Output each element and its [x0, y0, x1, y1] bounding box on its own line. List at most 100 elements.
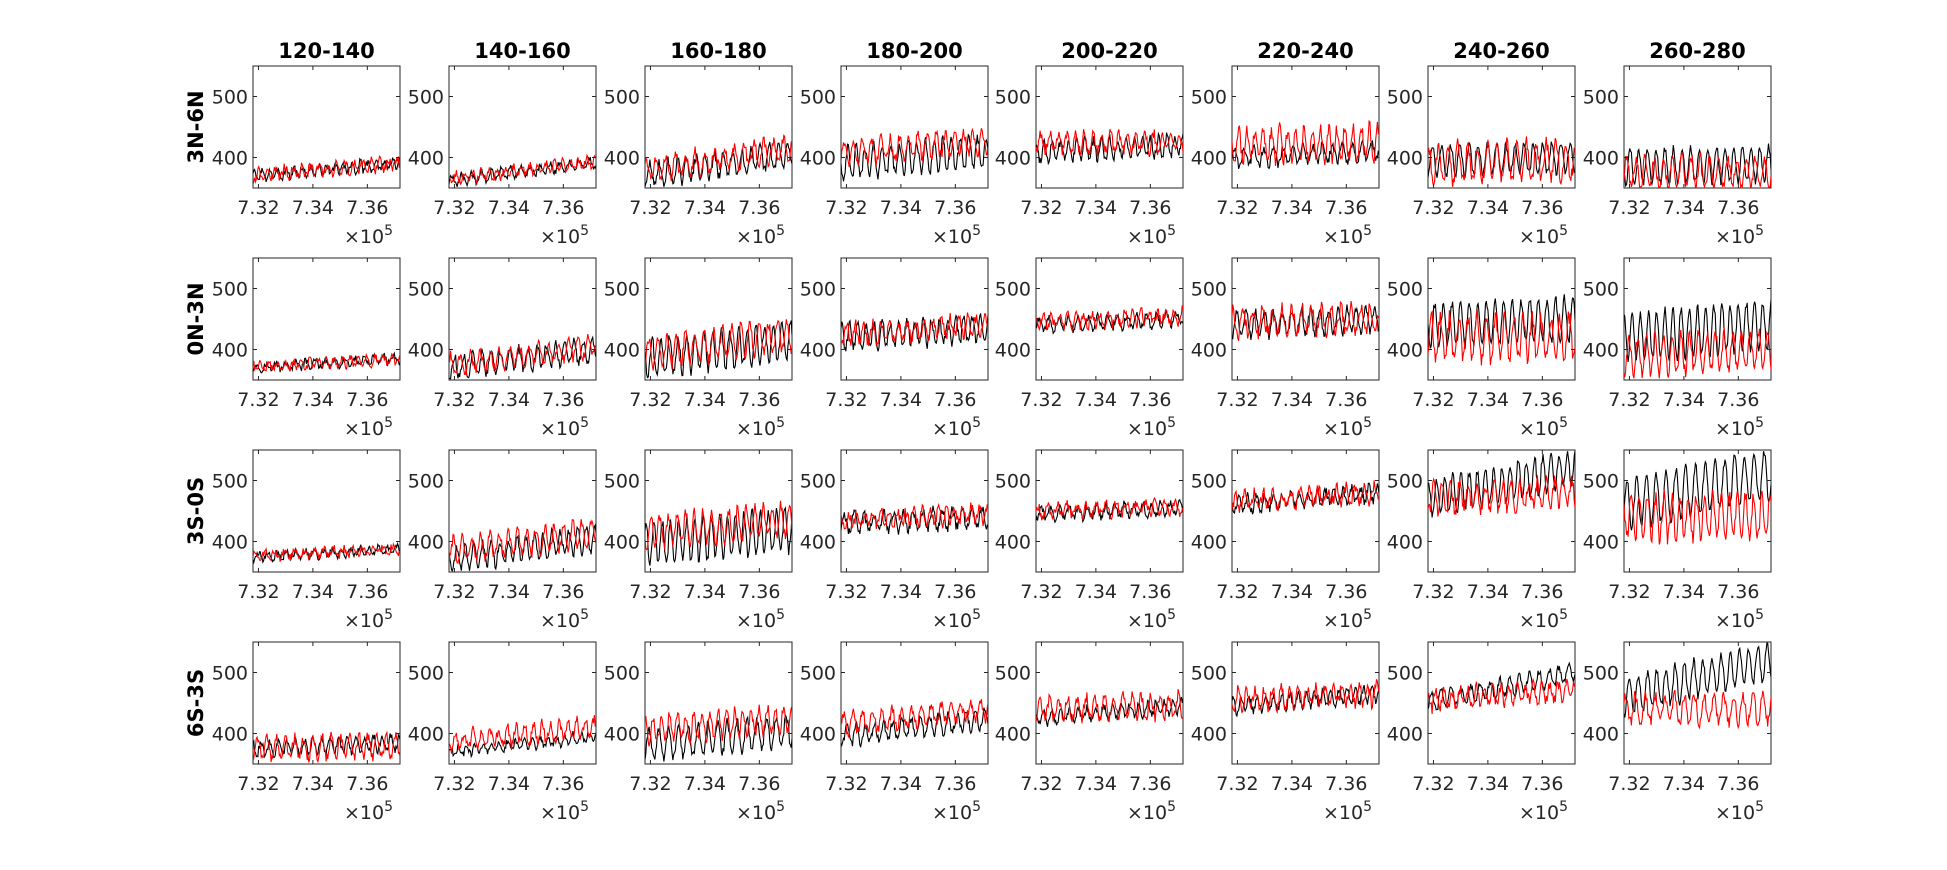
y-tick-label: 400: [1191, 532, 1227, 554]
x-exponent-label: ×105: [1127, 799, 1176, 824]
y-tick-label: 500: [1191, 279, 1227, 301]
panel-r1-c1: 7.32 7.34 7.36 400 500 ×105: [408, 257, 597, 440]
x-exponent-label: ×105: [736, 607, 785, 632]
axes-box: [1231, 449, 1380, 573]
y-tick-label: 400: [1191, 340, 1227, 362]
x-tick-label: 7.36: [1129, 581, 1171, 603]
x-exponent-label: ×105: [932, 415, 981, 440]
series-red-line: [1036, 496, 1183, 521]
panel-r3-c6: 7.32 7.34 7.36 400 500 ×105: [1387, 641, 1576, 824]
x-tick-label: 7.36: [1521, 389, 1563, 411]
x-exponent-base: ×10: [540, 610, 580, 632]
y-tick-label: 400: [408, 148, 444, 170]
x-exponent-label: ×105: [932, 799, 981, 824]
series-red-line: [645, 500, 792, 551]
y-tick-label: 500: [1387, 279, 1423, 301]
panel-r1-c7: 7.32 7.34 7.36 400 500 ×105: [1583, 257, 1772, 440]
x-tick-label: 7.32: [1020, 581, 1062, 603]
x-tick-label: 7.36: [738, 773, 780, 795]
x-exponent-label: ×105: [344, 223, 393, 248]
column-title-240-260: 240-260: [1453, 39, 1549, 63]
series-red-line: [1428, 309, 1575, 366]
column-title-220-240: 220-240: [1257, 39, 1353, 63]
x-exponent-base: ×10: [736, 802, 776, 824]
x-exponent-label: ×105: [344, 799, 393, 824]
x-tick-label: 7.34: [1467, 389, 1509, 411]
x-tick-label: 7.32: [433, 773, 475, 795]
x-tick-label: 7.32: [629, 581, 671, 603]
x-exponent-label: ×105: [1127, 223, 1176, 248]
column-title-180-200: 180-200: [866, 39, 962, 63]
x-tick-label: 7.34: [684, 389, 726, 411]
y-tick-label: 500: [995, 279, 1031, 301]
y-tick-label: 500: [1191, 87, 1227, 109]
x-exponent-base: ×10: [540, 802, 580, 824]
y-tick-label: 400: [212, 340, 248, 362]
x-tick-label: 7.32: [1412, 389, 1454, 411]
y-tick-label: 500: [212, 663, 248, 685]
x-tick-label: 7.36: [1325, 581, 1367, 603]
y-tick-label: 500: [604, 279, 640, 301]
x-tick-label: 7.32: [629, 773, 671, 795]
panel-r0-c4: 7.32 7.34 7.36 400 500 ×105: [995, 65, 1184, 248]
x-exponent-power: 5: [1167, 799, 1176, 815]
x-tick-label: 7.36: [934, 581, 976, 603]
x-exponent-base: ×10: [1519, 802, 1559, 824]
x-tick-label: 7.32: [1608, 197, 1650, 219]
y-tick-label: 500: [1583, 663, 1619, 685]
x-tick-label: 7.36: [934, 773, 976, 795]
series-red-line: [449, 518, 596, 565]
x-tick-label: 7.34: [1663, 197, 1705, 219]
x-exponent-label: ×105: [1715, 607, 1764, 632]
y-tick-label: 500: [604, 471, 640, 493]
x-exponent-power: 5: [1363, 415, 1372, 431]
y-tick-label: 500: [212, 471, 248, 493]
y-tick-label: 400: [212, 148, 248, 170]
axes-box: [1231, 65, 1380, 189]
y-tick-label: 400: [1387, 340, 1423, 362]
y-tick-label: 500: [800, 279, 836, 301]
x-tick-label: 7.36: [738, 197, 780, 219]
x-tick-label: 7.32: [1020, 773, 1062, 795]
x-tick-label: 7.36: [1129, 773, 1171, 795]
column-title-120-140: 120-140: [278, 39, 374, 63]
series-black-line: [1428, 294, 1575, 350]
x-exponent-base: ×10: [344, 802, 384, 824]
x-tick-label: 7.36: [1325, 197, 1367, 219]
x-exponent-power: 5: [776, 223, 785, 239]
x-exponent-base: ×10: [1519, 226, 1559, 248]
x-tick-label: 7.32: [237, 197, 279, 219]
y-tick-label: 500: [1387, 663, 1423, 685]
x-tick-label: 7.36: [1521, 773, 1563, 795]
y-tick-label: 400: [1583, 148, 1619, 170]
y-tick-label: 400: [408, 340, 444, 362]
panel-r2-c6: 7.32 7.34 7.36 400 500 ×105: [1387, 449, 1576, 632]
x-exponent-base: ×10: [932, 610, 972, 632]
x-tick-label: 7.36: [1717, 197, 1759, 219]
axes-box: [1427, 65, 1576, 189]
panel-r2-c0: 7.32 7.34 7.36 400 500 ×105: [212, 449, 401, 632]
y-tick-label: 400: [212, 532, 248, 554]
series-red-line: [449, 333, 596, 375]
x-tick-label: 7.32: [1216, 389, 1258, 411]
x-tick-label: 7.34: [684, 197, 726, 219]
y-tick-label: 400: [800, 724, 836, 746]
x-tick-label: 7.34: [1271, 581, 1313, 603]
series-red-line: [449, 715, 596, 754]
column-title-200-220: 200-220: [1061, 39, 1157, 63]
row-title-0N-3N: 0N-3N: [184, 282, 208, 355]
series-black-line: [1624, 299, 1771, 362]
x-tick-label: 7.32: [237, 581, 279, 603]
x-exponent-label: ×105: [1127, 415, 1176, 440]
series-red-line: [1036, 129, 1183, 158]
x-tick-label: 7.36: [1521, 197, 1563, 219]
x-exponent-label: ×105: [736, 799, 785, 824]
x-exponent-base: ×10: [1323, 226, 1363, 248]
series-black-line: [1232, 304, 1379, 341]
x-exponent-label: ×105: [1323, 415, 1372, 440]
x-exponent-base: ×10: [736, 418, 776, 440]
x-exponent-base: ×10: [344, 610, 384, 632]
x-tick-label: 7.32: [433, 389, 475, 411]
series-red-line: [1036, 688, 1183, 724]
